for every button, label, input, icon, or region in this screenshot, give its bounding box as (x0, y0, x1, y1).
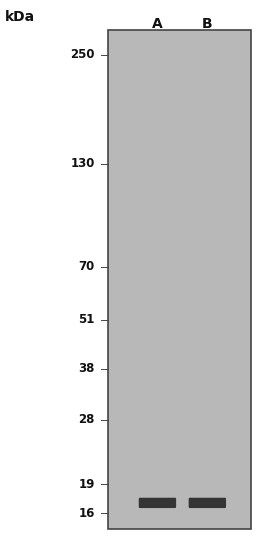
Text: 16: 16 (78, 507, 95, 520)
Text: B: B (202, 17, 213, 31)
Text: 38: 38 (78, 362, 95, 375)
Text: 51: 51 (78, 313, 95, 326)
Text: 70: 70 (79, 261, 95, 273)
Text: 130: 130 (70, 157, 95, 170)
FancyBboxPatch shape (139, 498, 176, 508)
Text: 28: 28 (78, 413, 95, 426)
Text: A: A (152, 17, 163, 31)
FancyBboxPatch shape (189, 498, 226, 508)
Text: 250: 250 (70, 48, 95, 61)
Text: kDa: kDa (5, 10, 35, 24)
Bar (108, 30, 251, 529)
Text: 19: 19 (78, 478, 95, 491)
